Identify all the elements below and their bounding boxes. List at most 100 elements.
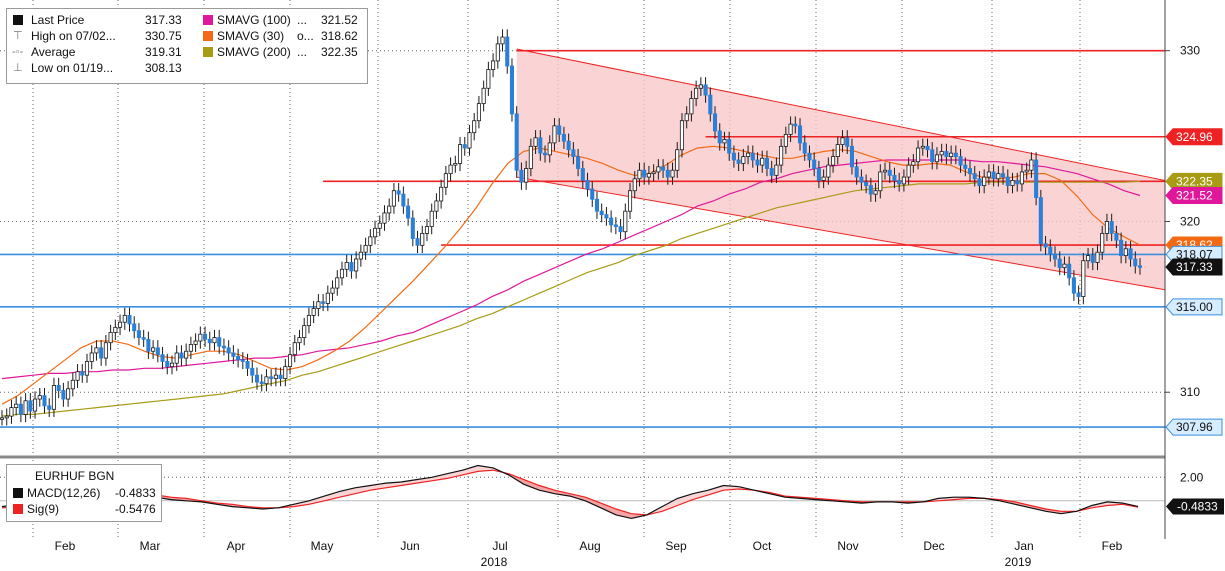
candle-body — [122, 314, 127, 323]
legend-prefix: ... — [297, 45, 308, 59]
legend-value: 317.33 — [145, 13, 182, 27]
sma30-swatch-icon — [203, 31, 213, 41]
price-badge: 315.00 — [1165, 298, 1223, 316]
candle-body — [297, 337, 302, 344]
candle-body — [760, 157, 765, 166]
candle-body — [453, 162, 458, 166]
candle-body — [1137, 265, 1143, 268]
candle-body — [245, 361, 250, 369]
price-badge-bg — [1165, 258, 1223, 276]
macd-hist-fill — [416, 477, 432, 484]
candle-body — [259, 381, 264, 385]
legend-row-low: ⊥ Low on 01/19... 308.13 — [11, 60, 201, 76]
x-month-label: Jun — [400, 539, 419, 553]
candle-body — [793, 123, 798, 127]
signal-line — [1, 469, 1139, 516]
candle-body — [132, 323, 137, 332]
macd-tick-label: 2.00 — [1180, 470, 1204, 484]
candle-body — [1119, 239, 1124, 257]
legend-label: Average — [31, 45, 76, 59]
candle-body — [1086, 255, 1091, 262]
macd-hist-fill — [708, 485, 724, 495]
candle-body — [1095, 251, 1100, 263]
candle-body — [1019, 171, 1024, 185]
candle-body — [694, 87, 699, 99]
candle-body — [1067, 263, 1072, 279]
candle-body — [1076, 292, 1081, 297]
candle-body — [1057, 258, 1062, 268]
candle-body — [287, 354, 293, 368]
candle-body — [665, 169, 670, 178]
candle-body — [1052, 253, 1058, 260]
candle-body — [920, 145, 925, 149]
candle-body — [949, 152, 954, 157]
candle-body — [118, 321, 123, 328]
candle-body — [221, 345, 226, 349]
candle-body — [424, 226, 430, 234]
candle-body — [1038, 197, 1043, 245]
candle-body — [1128, 248, 1133, 260]
x-month-label: Oct — [753, 539, 772, 553]
macd-badge-label: -0.4833 — [1177, 499, 1218, 513]
candle-body — [736, 159, 741, 164]
signal-swatch-icon — [13, 504, 23, 514]
candle-body — [741, 156, 746, 164]
candle-body — [9, 407, 14, 417]
candle-body — [849, 145, 855, 168]
x-year-label: 2018 — [481, 555, 508, 569]
legend-label: SMAVG (30) — [217, 29, 285, 43]
legend-label: Last Price — [31, 13, 85, 27]
legend-value: -0.5476 — [115, 502, 156, 516]
candle-body — [207, 338, 212, 344]
candle-body — [37, 395, 42, 400]
candle-body — [505, 36, 510, 67]
candle-body — [528, 145, 533, 169]
candle-body — [339, 268, 345, 279]
legend-row-high: ⊤ High on 07/02... 330.75 — [11, 28, 201, 44]
candle-body — [712, 113, 718, 132]
price-badge-label: 307.96 — [1176, 420, 1213, 434]
candle-body — [476, 103, 481, 122]
price-badge-bg — [1165, 128, 1223, 146]
candle-body — [604, 214, 609, 219]
candle-body — [127, 314, 132, 325]
price-badge: 324.96 — [1165, 128, 1223, 146]
candle-body — [708, 94, 713, 115]
candle-body — [821, 176, 826, 181]
legend-row-macd: MACD(12,26) -0.4833 — [11, 485, 159, 501]
x-month-label: Sep — [665, 539, 687, 553]
candle-body — [580, 168, 585, 181]
candle-body — [542, 152, 548, 156]
candle-layer — [0, 29, 1143, 426]
candle-body — [1005, 176, 1010, 187]
candle-body — [727, 139, 732, 154]
candle-body — [939, 151, 944, 156]
macd-legend-title: EURHUF BGN — [35, 469, 115, 483]
candle-body — [911, 161, 916, 166]
candle-body — [845, 137, 850, 147]
candle-body — [160, 354, 165, 362]
candle-body — [816, 168, 821, 181]
candle-body — [406, 205, 411, 219]
channel-upper-line — [516, 48, 1166, 181]
macd-hist-fill — [523, 479, 540, 491]
macd-line — [1, 464, 1139, 520]
candle-body — [174, 352, 179, 364]
candle-body — [769, 168, 774, 176]
candle-body — [934, 154, 940, 163]
candle-body — [571, 149, 576, 157]
candle-body — [1001, 173, 1006, 178]
macd-swatch-icon — [13, 488, 23, 498]
x-month-label: Nov — [837, 539, 858, 553]
candle-body — [151, 347, 156, 352]
candle-body — [1071, 277, 1076, 294]
macd-hist-fill — [370, 483, 386, 491]
candle-body — [1109, 221, 1114, 234]
candle-body — [944, 151, 949, 157]
macd-hist-fill — [662, 498, 678, 512]
candle-body — [1043, 243, 1048, 248]
candle-body — [1090, 255, 1095, 263]
candle-body — [930, 149, 935, 163]
candle-body — [354, 258, 359, 272]
candle-body — [28, 400, 33, 412]
